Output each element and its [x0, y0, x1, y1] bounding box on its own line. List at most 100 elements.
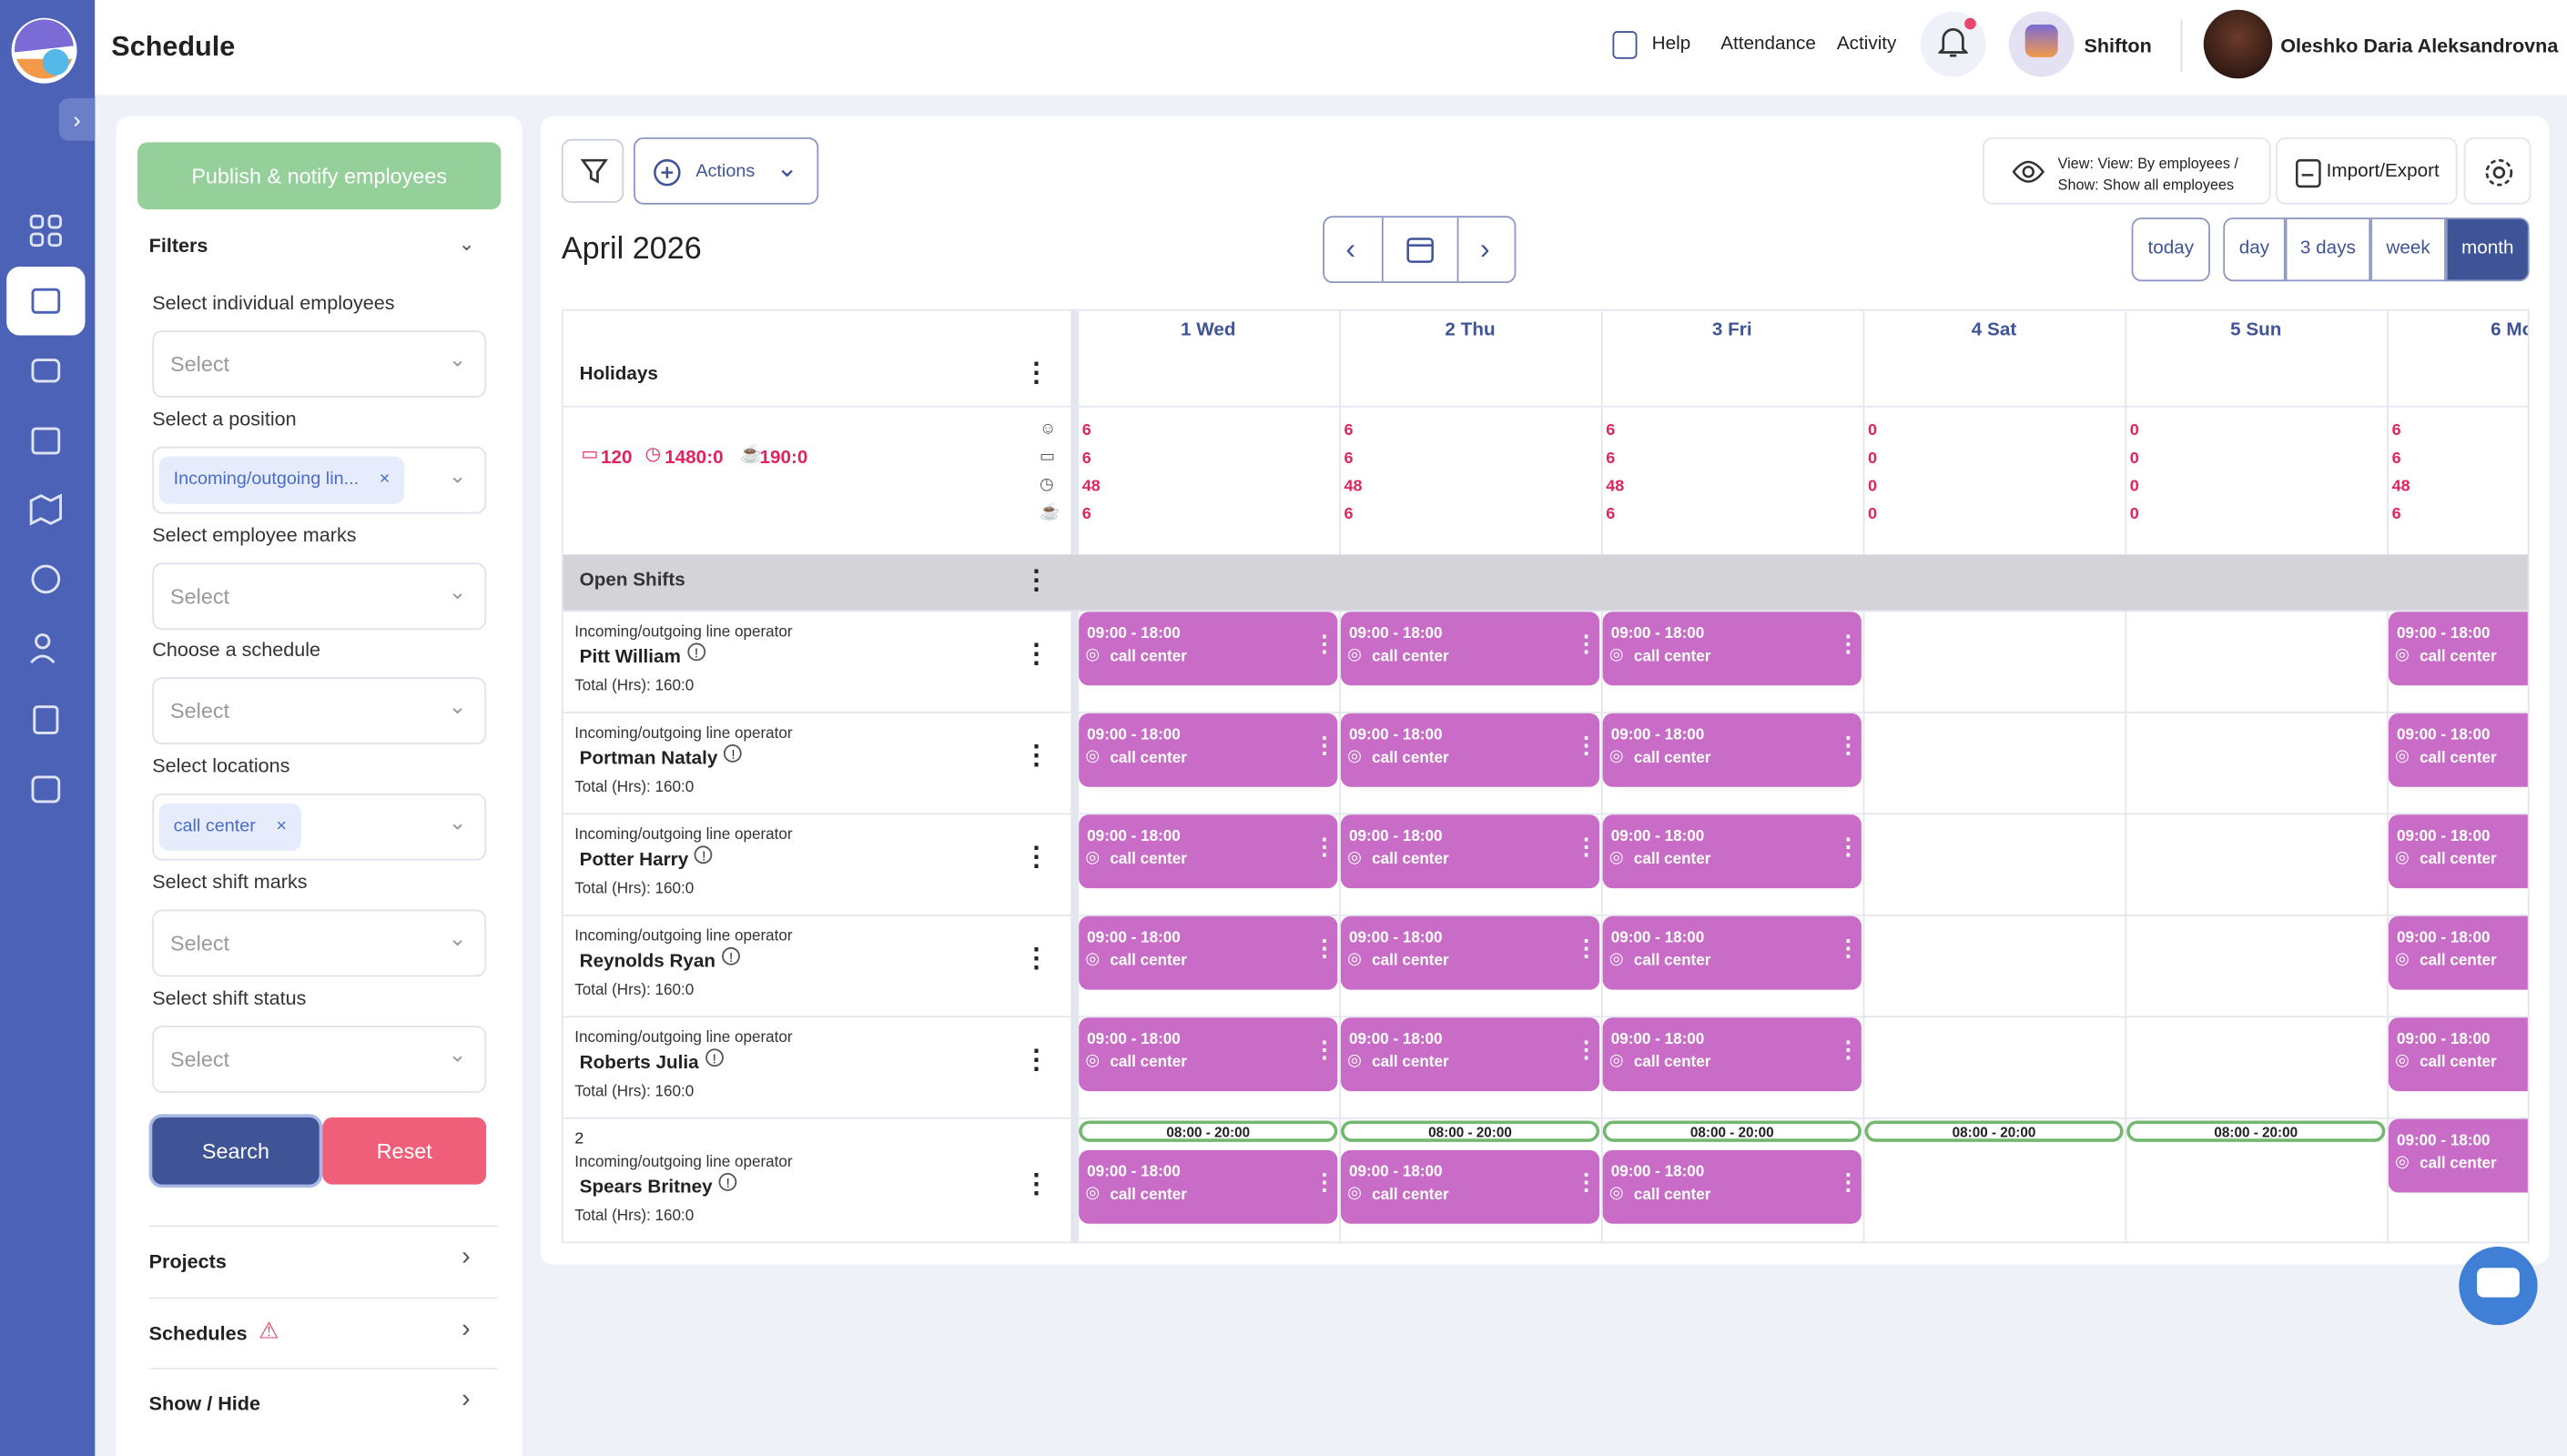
chevron[interactable]: ⌄: [448, 693, 467, 719]
shift-time[interactable]: 09:00 - 18:00: [1087, 1163, 1181, 1181]
shift-location[interactable]: call center: [1372, 749, 1449, 768]
kebab[interactable]: ⋮: [1836, 1168, 1861, 1195]
shift-card[interactable]: 09:00 - 18:00◎call center⋮: [1079, 1017, 1338, 1092]
kebab[interactable]: ⋮: [1575, 934, 1598, 961]
shift-location[interactable]: call center: [1110, 749, 1187, 768]
search-button[interactable]: Search: [152, 1117, 320, 1185]
filter-select[interactable]: ⌄ Select: [152, 1025, 487, 1093]
section-title[interactable]: Projects: [148, 1249, 227, 1273]
shift-time[interactable]: 09:00 - 18:00: [1610, 1163, 1705, 1181]
shift-time[interactable]: 09:00 - 18:00: [1087, 929, 1181, 947]
range-button[interactable]: day: [2223, 217, 2286, 282]
shift-card[interactable]: 09:00 - 18:00◎call center⋮: [2388, 713, 2528, 787]
shift-location[interactable]: call center: [1372, 1053, 1449, 1072]
kebab[interactable]: ⋮: [1313, 833, 1336, 859]
nav-link[interactable]: Attendance: [1720, 34, 1816, 55]
shift-card[interactable]: 09:00 - 18:00◎call center⋮: [1602, 915, 1862, 990]
kebab[interactable]: ⋮: [1313, 934, 1336, 961]
availability[interactable]: 08:00 - 20:00: [1602, 1120, 1862, 1142]
kebab[interactable]: ⋮: [1575, 1035, 1598, 1062]
kebab[interactable]: ⋮: [1575, 833, 1598, 859]
shift-location[interactable]: call center: [1110, 952, 1187, 971]
shift-location[interactable]: call center: [1372, 850, 1449, 869]
shift-card[interactable]: 09:00 - 18:00◎call center⋮: [1602, 713, 1862, 787]
date-nav[interactable]: ‹ ›: [1323, 216, 1517, 284]
shift-card[interactable]: 09:00 - 18:00◎call center⋮: [1079, 713, 1338, 787]
warning-icon[interactable]: ⚠: [259, 1316, 279, 1343]
shift-location[interactable]: call center: [1110, 850, 1187, 869]
kebab[interactable]: ⋮: [1023, 1171, 1050, 1199]
shift-time[interactable]: 09:00 - 18:00: [1087, 1030, 1181, 1049]
import-button[interactable]: Import/Export: [2275, 137, 2458, 205]
nav-link[interactable]: Help: [1651, 34, 1691, 55]
chip-remove[interactable]: ×: [379, 469, 391, 490]
chevron[interactable]: ⌄: [448, 1041, 467, 1067]
employee-name[interactable]: Roberts Julia: [579, 1053, 699, 1074]
shift-location[interactable]: call center: [2420, 647, 2497, 666]
employee-name[interactable]: Spears Britney: [579, 1178, 713, 1198]
employee-name[interactable]: Reynolds Ryan: [579, 952, 716, 972]
shift-time[interactable]: 09:00 - 18:00: [1087, 827, 1181, 846]
shift-location[interactable]: call center: [2420, 1053, 2497, 1072]
shift-card[interactable]: 09:00 - 18:00◎call center⋮: [2388, 612, 2528, 686]
active-nav[interactable]: [6, 267, 86, 336]
shift-time[interactable]: 09:00 - 18:00: [2396, 1030, 2491, 1049]
shift-time[interactable]: 09:00 - 18:00: [1610, 1030, 1705, 1049]
kebab[interactable]: ⋮: [1023, 743, 1050, 771]
help-icon[interactable]: [1612, 31, 1638, 59]
chevron[interactable]: ⌄: [448, 810, 467, 835]
chip-remove[interactable]: ×: [276, 816, 287, 836]
shift-time[interactable]: 09:00 - 18:00: [2396, 624, 2491, 643]
chevron[interactable]: ⌄: [448, 925, 467, 951]
shift-card[interactable]: 09:00 - 18:00◎call center⋮: [2388, 915, 2528, 990]
kebab[interactable]: ⋮: [1313, 731, 1336, 758]
chevron[interactable]: ⌄: [458, 232, 475, 256]
shift-time[interactable]: 09:00 - 18:00: [1348, 1163, 1443, 1181]
shift-card[interactable]: 09:00 - 18:00◎call center⋮: [2388, 814, 2528, 889]
chevron[interactable]: ⌄: [448, 462, 467, 488]
shift-card[interactable]: 09:00 - 18:00◎call center⋮: [1079, 814, 1338, 889]
shift-location[interactable]: call center: [1633, 1053, 1711, 1072]
shift-location[interactable]: call center: [1633, 1186, 1711, 1205]
shift-location[interactable]: call center: [2420, 850, 2497, 869]
section-title[interactable]: Schedules: [148, 1320, 248, 1344]
shift-card[interactable]: 09:00 - 18:00◎call center⋮: [1602, 814, 1862, 889]
shift-time[interactable]: 09:00 - 18:00: [2396, 1132, 2491, 1150]
kebab[interactable]: ⋮: [1575, 630, 1598, 656]
view-text[interactable]: View: View: By employees / Show: Show all…: [2058, 154, 2238, 197]
shift-time[interactable]: 09:00 - 18:00: [1348, 827, 1443, 846]
kebab[interactable]: ⋮: [1313, 630, 1336, 656]
chip[interactable]: call center ×: [158, 804, 302, 852]
kebab[interactable]: ⋮: [1023, 1046, 1050, 1076]
filter-select[interactable]: ⌄ Incoming/outgoing lin... ×: [152, 446, 487, 514]
shift-time[interactable]: 09:00 - 18:00: [1348, 624, 1443, 643]
shift-card[interactable]: 09:00 - 18:00◎call center⋮: [2388, 1118, 2528, 1193]
import-label[interactable]: Import/Export: [2326, 161, 2440, 182]
range-button[interactable]: week: [2370, 217, 2446, 282]
filter-select[interactable]: ⌄ call center ×: [152, 794, 487, 861]
range-button[interactable]: today: [2131, 217, 2210, 282]
chip[interactable]: Incoming/outgoing lin... ×: [158, 456, 405, 504]
shift-card[interactable]: 09:00 - 18:00◎call center⋮: [1340, 612, 1600, 686]
filter-select[interactable]: ⌄ Select: [152, 677, 487, 745]
shift-time[interactable]: 09:00 - 18:00: [1610, 827, 1705, 846]
filter-select[interactable]: ⌄ Select: [152, 909, 487, 977]
shift-location[interactable]: call center: [1372, 647, 1449, 666]
shift-location[interactable]: call center: [1633, 952, 1711, 971]
kebab[interactable]: ⋮: [1023, 641, 1050, 670]
shift-time[interactable]: 09:00 - 18:00: [1610, 929, 1705, 947]
shift-location[interactable]: call center: [1633, 850, 1711, 869]
user-name[interactable]: Oleshko Daria Aleksandrovna: [2280, 34, 2559, 57]
availability[interactable]: 08:00 - 20:00: [1340, 1120, 1600, 1142]
employee-name[interactable]: Potter Harry: [579, 850, 689, 871]
shift-location[interactable]: call center: [1633, 647, 1711, 666]
placeholder[interactable]: Select: [170, 351, 230, 377]
kebab[interactable]: ⋮: [1023, 945, 1050, 974]
placeholder[interactable]: Select: [170, 583, 230, 609]
shift-location[interactable]: call center: [1110, 1053, 1187, 1072]
filter-select[interactable]: ⌄ Select: [152, 330, 487, 398]
shift-card[interactable]: 09:00 - 18:00◎call center⋮: [1340, 1149, 1600, 1224]
kebab[interactable]: ⋮: [1836, 630, 1861, 656]
employee-name[interactable]: Pitt William: [579, 647, 681, 668]
filters-title[interactable]: Filters: [148, 234, 208, 258]
